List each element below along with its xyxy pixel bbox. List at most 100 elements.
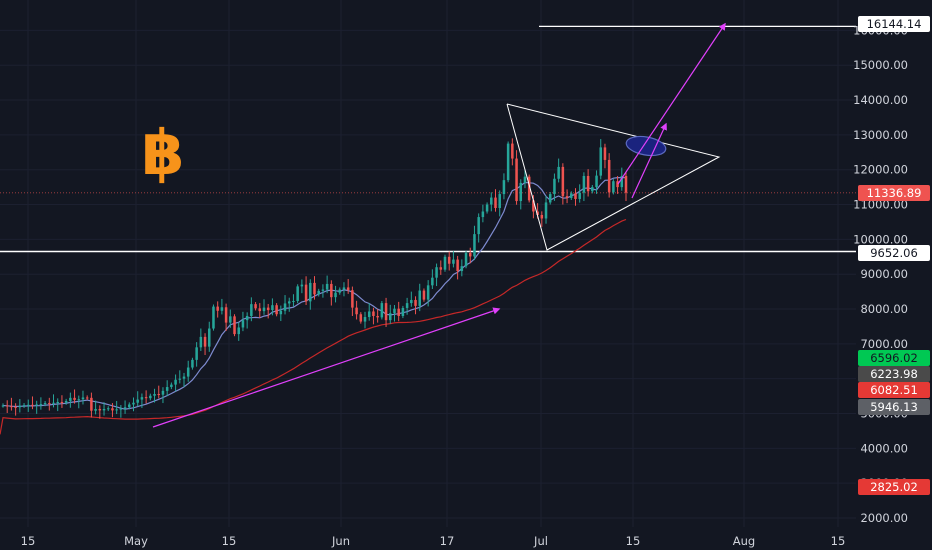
- candle-body: [321, 289, 325, 291]
- x-tick-label: 15: [831, 534, 846, 548]
- candle-body: [616, 181, 619, 188]
- candle-body: [90, 397, 93, 411]
- candle-body: [338, 289, 342, 293]
- candle-body: [178, 378, 182, 380]
- horizontal-levels: [0, 25, 856, 253]
- short-arrow: [631, 122, 667, 199]
- candle-body: [351, 290, 354, 308]
- candle-body: [481, 211, 485, 218]
- candle-body: [494, 197, 497, 209]
- candle-body: [401, 307, 405, 316]
- candle-body: [106, 408, 110, 410]
- candle-body: [313, 282, 316, 295]
- candle-body: [523, 176, 527, 183]
- time-axis[interactable]: 15 May 15 Jun 17 Jul 15 Aug 15: [0, 527, 856, 550]
- triangle-pattern: [506, 103, 721, 251]
- candle-body: [464, 252, 468, 267]
- candle-body: [283, 303, 287, 311]
- candle-body: [410, 299, 413, 304]
- candle-body: [10, 406, 13, 408]
- price-tag: [858, 185, 930, 201]
- candle-body: [224, 307, 228, 323]
- price-tag: [858, 16, 930, 32]
- candle-body: [77, 399, 81, 401]
- time-axis-bg: [0, 527, 856, 550]
- y-tick-label: 12000.00: [853, 163, 908, 177]
- candle-body: [426, 285, 430, 300]
- candle-body: [81, 397, 85, 400]
- candle-body: [85, 397, 89, 399]
- candle-body: [271, 305, 274, 311]
- y-tick-label: 11000.00: [853, 198, 908, 212]
- x-tick-label: 17: [440, 534, 455, 548]
- candle-body: [56, 402, 59, 404]
- candle-body: [199, 336, 203, 348]
- candle-body: [574, 193, 577, 199]
- candle-body: [553, 178, 556, 195]
- y-tick-label: 7000.00: [860, 337, 908, 351]
- candle-body: [73, 397, 76, 400]
- price-tag: [858, 366, 930, 382]
- candle-body: [220, 307, 224, 311]
- candle-body: [157, 394, 161, 396]
- price-tag-label: 6082.51: [870, 383, 918, 397]
- candle-body: [599, 147, 603, 176]
- candle-body: [186, 367, 190, 377]
- candle-body: [376, 315, 379, 318]
- candle-body: [216, 306, 219, 311]
- candle-body: [102, 408, 106, 411]
- candle-body: [26, 404, 30, 406]
- candle-body: [515, 158, 518, 202]
- candle-body: [287, 301, 291, 304]
- candle-body: [527, 176, 531, 201]
- price-tag-label: 2825.02: [870, 480, 918, 494]
- y-tick-label: 13000.00: [853, 128, 908, 142]
- price-tag-label: 6223.98: [870, 367, 918, 381]
- candle-body: [275, 305, 278, 315]
- candle-body: [586, 175, 590, 192]
- y-tick-label: 8000.00: [860, 302, 908, 316]
- candle-body: [452, 259, 455, 264]
- candle-body: [346, 287, 350, 291]
- y-tick-label: 2000.00: [860, 511, 908, 525]
- candle-body: [39, 404, 43, 406]
- y-tick-label: 15000.00: [853, 58, 908, 72]
- price-tag: [858, 399, 930, 415]
- price-tag-label: 11336.89: [867, 186, 922, 200]
- candle-body: [439, 267, 443, 270]
- candle-body: [519, 182, 523, 202]
- y-tick-label: 14000.00: [853, 93, 908, 107]
- candle-body: [258, 308, 262, 312]
- candle-body: [498, 194, 501, 209]
- candle-body: [165, 387, 169, 391]
- candle-body: [443, 256, 447, 270]
- candle-body: [490, 197, 493, 205]
- candle-body: [456, 259, 459, 272]
- candle-body: [292, 301, 295, 303]
- target-arrow: [617, 22, 726, 185]
- candle-body: [1, 405, 5, 407]
- candle-body: [60, 402, 64, 404]
- candle-body: [367, 311, 371, 318]
- candle-body: [422, 290, 426, 300]
- candle-body: [52, 402, 55, 404]
- candle-body: [18, 405, 22, 408]
- candle-body: [241, 320, 245, 328]
- candle-body: [565, 196, 569, 198]
- price-axis[interactable]: 2000.003000.004000.005000.006000.007000.…: [853, 0, 932, 550]
- candle-body: [359, 314, 363, 322]
- candle-body: [296, 286, 299, 302]
- candle-body: [237, 327, 240, 335]
- candle-body: [144, 397, 148, 399]
- candle-body: [372, 311, 375, 316]
- candle-body: [595, 175, 598, 188]
- candle-body: [14, 406, 17, 408]
- candle-body: [460, 266, 464, 272]
- candle-body: [98, 408, 102, 411]
- grid: [0, 0, 856, 527]
- candle-body: [128, 404, 131, 408]
- price-tag: [858, 245, 930, 261]
- x-tick-label: 15: [626, 534, 641, 548]
- candle-body: [582, 175, 586, 193]
